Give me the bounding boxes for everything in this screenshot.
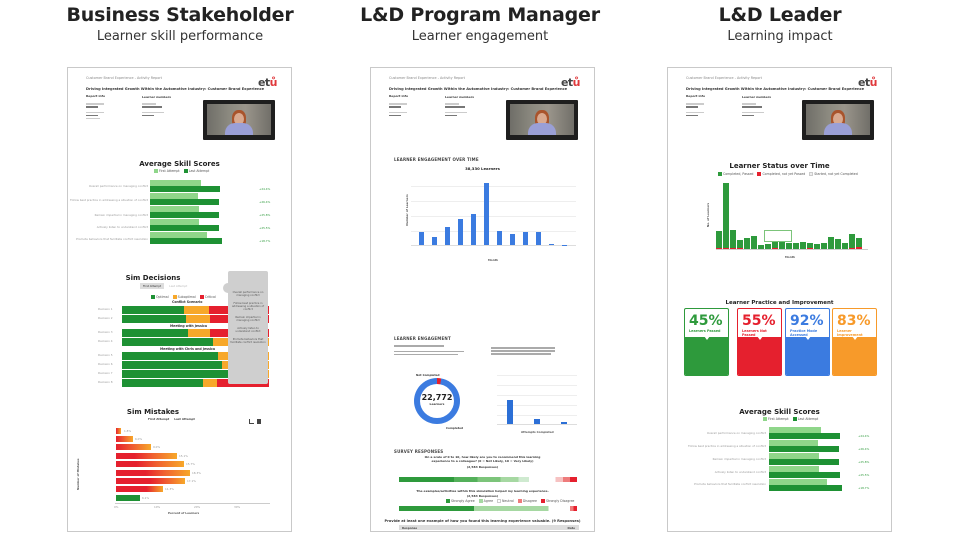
column-title: Business Stakeholder — [66, 4, 294, 26]
breadcrumb: Customer Brand Experience - Activity Rep… — [686, 76, 763, 80]
engagement-chart-title: 38,330 Learners — [465, 166, 500, 171]
etu-logo: etů — [560, 76, 581, 89]
chart-view-icon[interactable] — [249, 419, 254, 424]
attempts-bar-chart — [497, 375, 577, 425]
toggle-last-attempt[interactable]: Last Attempt — [174, 417, 195, 421]
column-title: L&D Leader — [718, 4, 842, 26]
toggle-first-attempt[interactable]: First Attempt — [148, 417, 170, 421]
table-view-icon[interactable] — [257, 419, 261, 424]
card-learners-passed[interactable]: 45% Learners Passed — [684, 308, 729, 376]
engagement-stats-right — [491, 347, 555, 355]
skill-scores-chart: Overall performance on managing conflict… — [68, 180, 291, 275]
agree-bar — [399, 506, 577, 511]
chart-tooltip — [764, 230, 792, 242]
survey-q2-legend: Strongly Agree Agree Neutral Disagree St… — [446, 499, 574, 503]
sim-mistakes-title: Sim Mistakes — [126, 408, 180, 416]
skill-tooltip-panel: Overall performance on managing conflict… — [223, 271, 268, 384]
report-page-ld-leader: Customer Brand Experience - Activity Rep… — [667, 67, 892, 532]
completed-label: Completed — [446, 426, 463, 430]
learner-numbers-label: Learner numbers — [742, 95, 771, 99]
video-thumbnail[interactable] — [203, 100, 275, 140]
engagement-donut-chart: 22,772 Learners — [414, 378, 460, 424]
report-title: Driving Integrated Growth Within the Aut… — [86, 87, 265, 91]
report-header: Customer Brand Experience - Activity Rep… — [686, 76, 879, 116]
column-subtitle: Learning impact — [727, 29, 833, 44]
report-header: Customer Brand Experience - Activity Rep… — [86, 76, 279, 119]
skill-scores-legend: First Attempt Last Attempt — [763, 417, 818, 421]
engagement-stats — [394, 344, 464, 355]
etu-logo: etů — [857, 76, 878, 89]
report-page-ld-program-manager: Customer Brand Experience - Activity Rep… — [370, 67, 595, 532]
survey-responses-table: Response Date — [399, 525, 579, 531]
learner-numbers-label: Learner numbers — [445, 95, 474, 99]
report-info-label: Report info — [86, 94, 106, 98]
card-practice-mode[interactable]: 92% Practice Mode Accessed — [785, 308, 830, 376]
skill-scores-legend: First Attempt Last Attempt — [154, 169, 209, 173]
engagement-label: LEARNER ENGAGEMENT — [394, 336, 451, 341]
engagement-over-time-chart — [411, 176, 576, 246]
video-thumbnail[interactable] — [506, 100, 578, 140]
report-title: Driving Integrated Growth Within the Aut… — [389, 87, 568, 91]
learner-numbers-values — [142, 101, 172, 123]
report-page-business-stakeholder: Customer Brand Experience - Activity Rep… — [67, 67, 292, 532]
column-subtitle: Learner engagement — [411, 29, 549, 44]
card-learners-not-passed[interactable]: 55% Learners Not Passed — [737, 308, 782, 376]
mistakes-toggle[interactable]: First Attempt Last Attempt — [148, 417, 195, 421]
report-info-values — [86, 101, 111, 123]
learner-numbers-label: Learner numbers — [142, 95, 171, 99]
breadcrumb: Customer Brand Experience - Activity Rep… — [86, 76, 163, 80]
etu-logo: etů — [257, 76, 278, 89]
toggle-first-attempt[interactable]: First Attempt — [140, 283, 165, 289]
not-completed-label: Not Completed — [416, 373, 440, 377]
report-info-label: Report info — [389, 94, 409, 98]
status-over-time-chart — [716, 180, 868, 250]
video-thumbnail[interactable] — [802, 100, 874, 140]
column-ld-program-manager: L&D Program Manager Learner engagement — [350, 0, 610, 46]
status-legend: Completed, Passed Completed, not yet Pas… — [718, 172, 858, 176]
skill-scores-title: Average Skill Scores — [739, 408, 820, 416]
table-header-response: Response — [402, 526, 418, 530]
skill-scores-chart: Overall performance on managing conflict… — [668, 427, 891, 517]
breadcrumb: Customer Brand Experience - Activity Rep… — [389, 76, 466, 80]
column-ld-leader: L&D Leader Learning impact — [650, 0, 910, 46]
card-learner-improvement[interactable]: 83% Learner Improvement — [832, 308, 877, 376]
practice-title: Learner Practice and Improvement — [725, 300, 834, 306]
donut-value: 22,772 — [421, 393, 453, 402]
column-title: L&D Program Manager — [360, 4, 600, 26]
survey-q3: Provide at least one example of how you … — [384, 519, 581, 523]
status-over-time-title: Learner Status over Time — [729, 162, 830, 170]
column-subtitle: Learner skill performance — [96, 29, 264, 44]
attempt-toggle[interactable]: First Attempt Last Attempt — [140, 283, 190, 289]
report-info-label: Report info — [686, 94, 706, 98]
toggle-last-attempt[interactable]: Last Attempt — [169, 284, 188, 288]
skill-scores-title: Average Skill Scores — [139, 160, 220, 168]
nps-bar — [399, 477, 577, 482]
survey-label: SURVEY RESPONSES — [394, 449, 444, 454]
table-header-date: Date — [567, 526, 575, 530]
report-title: Driving Integrated Growth Within the Aut… — [686, 87, 865, 91]
survey-q2: The examples/activities within this simu… — [416, 489, 549, 493]
engagement-over-time-label: LEARNER ENGAGEMENT OVER TIME — [394, 157, 479, 162]
sim-decisions-legend: Optimal Suboptimal Critical — [151, 295, 216, 299]
donut-label: Learners — [429, 402, 445, 406]
sim-decisions-title: Sim Decisions — [125, 274, 181, 282]
column-business-stakeholder: Business Stakeholder Learner skill perfo… — [50, 0, 310, 46]
report-header: Customer Brand Experience - Activity Rep… — [389, 76, 582, 116]
survey-q1: On a scale of 0 to 10, how likely are yo… — [424, 455, 541, 463]
sim-mistakes-chart: Number of Mistakes 1.8% 6.0% 9.0% 15.1% … — [68, 428, 291, 528]
